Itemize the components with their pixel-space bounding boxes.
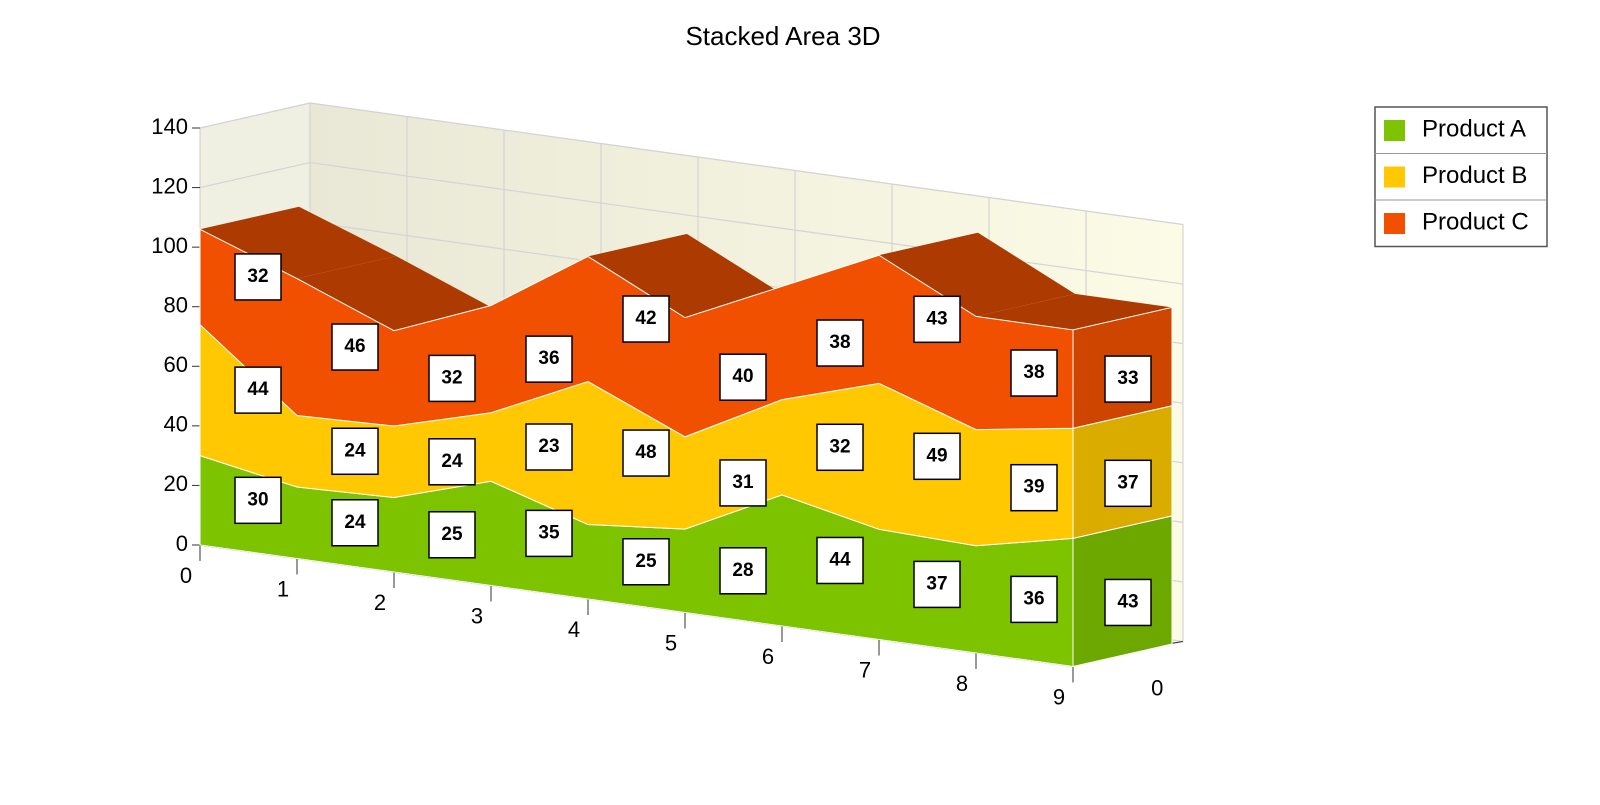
value-label-box — [719, 547, 767, 595]
value-label: 40 — [732, 366, 753, 387]
area-top — [297, 256, 493, 331]
value-label-box — [525, 335, 573, 383]
value-label: 35 — [538, 522, 560, 543]
value-label-box — [1010, 575, 1058, 624]
y-tick-label: 0 — [176, 531, 188, 556]
y-tick-label: 60 — [164, 352, 188, 377]
value-label-box — [331, 499, 379, 547]
value-label-box — [1010, 463, 1058, 512]
value-label: 38 — [1023, 362, 1044, 383]
value-label: 42 — [635, 308, 656, 329]
value-label: 28 — [732, 560, 753, 581]
value-label-box — [331, 323, 379, 371]
value-label-box — [525, 509, 573, 558]
value-label-box — [234, 253, 282, 301]
x-tick-label: 4 — [568, 617, 580, 642]
value-label-box — [525, 423, 573, 471]
value-label-box — [428, 438, 476, 486]
value-label: 43 — [926, 308, 947, 329]
value-label: 36 — [1023, 588, 1044, 609]
area-top — [879, 232, 1075, 317]
value-label-box — [1104, 459, 1152, 508]
value-label-box — [331, 427, 379, 476]
x-tick-label: 5 — [665, 630, 677, 655]
value-label: 24 — [344, 440, 366, 461]
legend: Product A Product B Product C — [1374, 106, 1548, 248]
y-tick-label: 140 — [151, 114, 188, 139]
area-top — [976, 293, 1172, 330]
value-label-box — [719, 459, 767, 507]
value-label: 33 — [1117, 368, 1138, 389]
area-top — [588, 233, 784, 318]
value-label-box — [622, 538, 670, 586]
value-label-box — [622, 429, 670, 477]
x-tick-label: 6 — [762, 644, 774, 669]
value-label: 36 — [538, 348, 559, 369]
value-label: 32 — [441, 367, 462, 388]
legend-label: Product A — [1422, 116, 1526, 143]
z-tick-label: 0 — [1151, 675, 1163, 700]
legend-swatch — [1384, 120, 1405, 141]
y-tick-label: 20 — [164, 471, 188, 496]
x-tick-label: 9 — [1053, 684, 1065, 709]
value-label: 25 — [635, 551, 657, 572]
value-label: 46 — [344, 336, 365, 357]
y-tick-label: 80 — [164, 293, 188, 318]
value-label-box — [1104, 578, 1152, 627]
value-label-box — [234, 476, 282, 525]
value-label-box — [234, 366, 282, 414]
x-tick-label: 3 — [471, 603, 483, 628]
value-label: 24 — [441, 451, 463, 472]
legend-swatch — [1384, 213, 1405, 234]
value-label: 37 — [1117, 472, 1138, 493]
value-label: 23 — [538, 436, 559, 457]
x-tick-label: 8 — [956, 671, 968, 696]
value-label-box — [816, 536, 864, 585]
value-label: 30 — [247, 489, 268, 510]
value-label-box — [719, 353, 767, 401]
value-label: 31 — [732, 472, 754, 493]
value-label-box — [913, 560, 961, 609]
value-label: 25 — [441, 524, 463, 545]
value-label-box — [428, 511, 476, 559]
value-label-box — [622, 295, 670, 343]
value-label: 37 — [926, 573, 947, 594]
value-label: 32 — [829, 436, 850, 457]
value-label: 44 — [829, 549, 851, 570]
y-tick-label: 120 — [151, 173, 188, 198]
value-label-box — [816, 319, 864, 367]
legend-swatch — [1384, 166, 1405, 188]
value-label: 44 — [247, 379, 269, 400]
value-label: 38 — [829, 332, 850, 353]
value-label: 49 — [926, 445, 947, 466]
value-label: 43 — [1117, 591, 1138, 612]
value-label-box — [428, 354, 476, 403]
value-label: 39 — [1023, 477, 1044, 498]
x-tick-label: 1 — [277, 576, 289, 601]
legend-label: Product C — [1422, 209, 1529, 236]
area-top — [200, 206, 396, 279]
value-label: 24 — [344, 512, 366, 533]
x-tick-label: 0 — [180, 563, 192, 588]
y-tick-label: 40 — [164, 412, 188, 437]
y-tick-label: 100 — [151, 233, 188, 258]
value-label: 32 — [247, 266, 268, 287]
value-label: 48 — [635, 442, 656, 463]
value-label-box — [913, 432, 961, 481]
chart-title: Stacked Area 3D — [685, 21, 880, 51]
value-label-box — [1010, 349, 1058, 397]
value-label-box — [1104, 355, 1152, 403]
value-label-box — [913, 295, 961, 344]
legend-label: Product B — [1422, 162, 1527, 189]
x-tick-label: 7 — [859, 657, 871, 682]
x-tick-label: 2 — [374, 590, 386, 615]
value-label-box — [816, 423, 864, 472]
